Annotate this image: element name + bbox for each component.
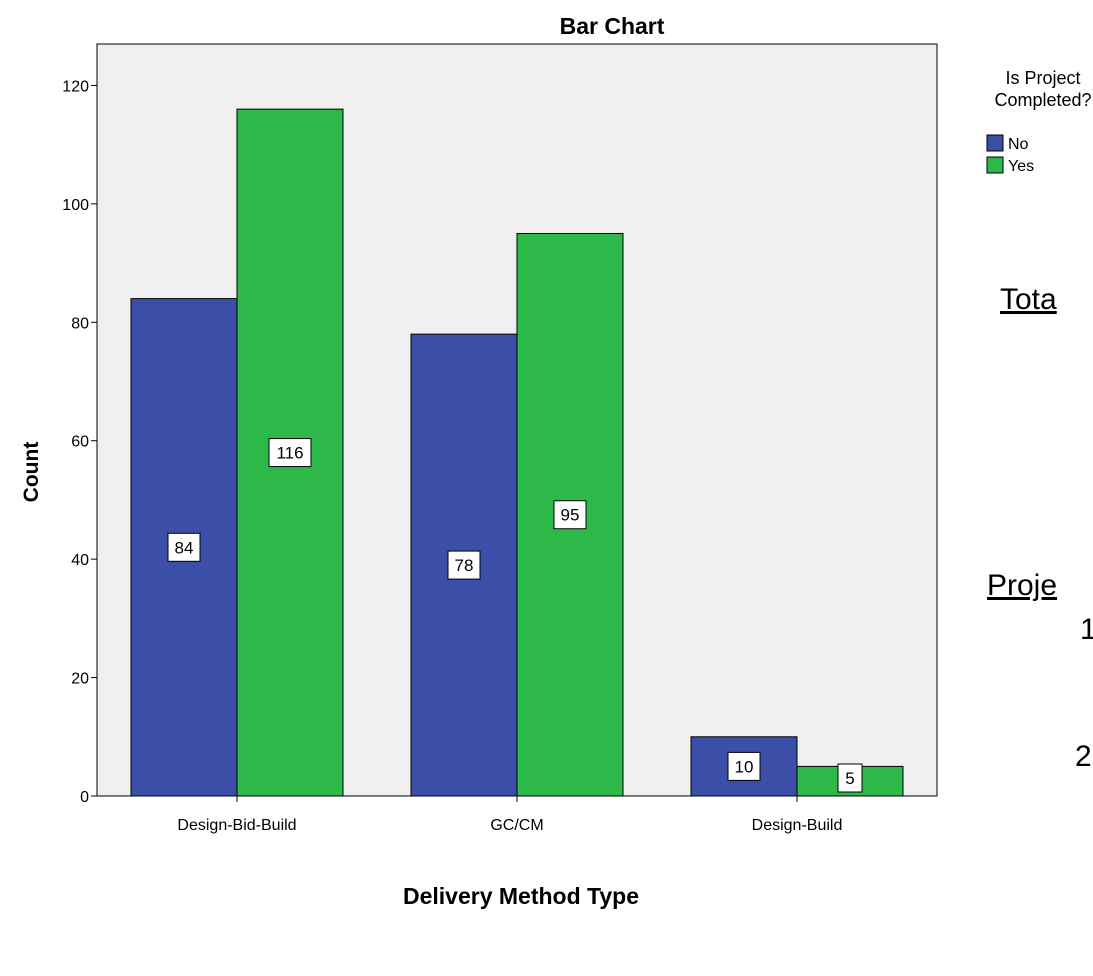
- legend-title-line1: Is Project: [1005, 68, 1080, 88]
- data-label-box-yes-1: [553, 500, 587, 530]
- data-label-yes-1: 95: [561, 506, 580, 525]
- data-label-yes-2: 5: [845, 769, 854, 788]
- data-label-box-yes-2: [837, 763, 863, 793]
- side-text-total: Tota: [1000, 283, 1057, 316]
- data-label-box-no-1: [447, 550, 481, 580]
- legend-swatch-yes: [986, 156, 1004, 174]
- data-label-no-2: 10: [735, 757, 754, 776]
- data-labels-group: 84 116 78 95 10 5: [167, 438, 863, 793]
- data-label-box-yes-0: [268, 438, 312, 468]
- bars-group: [130, 108, 904, 797]
- legend-swatch-no: [986, 134, 1004, 152]
- y-tick-label-20: 20: [71, 671, 89, 688]
- y-tick-label-100: 100: [62, 197, 89, 214]
- y-tick-label-60: 60: [71, 434, 89, 451]
- legend: Is Project Completed? No Yes: [986, 68, 1092, 175]
- data-label-box-no-2: [727, 751, 761, 781]
- x-tick-label-2: Design-Build: [752, 817, 843, 834]
- y-axis: 0 20 40 60 80 100 120: [62, 78, 97, 806]
- x-tick-label-0: Design-Bid-Build: [177, 817, 296, 834]
- legend-title-line2: Completed?: [994, 90, 1091, 110]
- y-tick-label-80: 80: [71, 315, 89, 332]
- side-text-item-2: 2: [1075, 740, 1092, 773]
- x-tick-label-1: GC/CM: [490, 817, 543, 834]
- legend-items: No Yes: [986, 134, 1034, 175]
- chart-title: Bar Chart: [560, 13, 665, 39]
- y-axis-label: Count: [20, 442, 43, 503]
- legend-label-yes: Yes: [1008, 158, 1034, 175]
- side-text-project: Proje: [987, 569, 1058, 602]
- y-tick-label-0: 0: [80, 789, 89, 806]
- legend-label-no: No: [1008, 136, 1029, 153]
- x-axis: Design-Bid-Build GC/CM Design-Build: [177, 796, 842, 834]
- data-label-box-no-0: [167, 532, 201, 562]
- data-label-yes-0: 116: [276, 444, 303, 463]
- y-tick-label-40: 40: [71, 552, 89, 569]
- data-label-no-1: 78: [455, 556, 474, 575]
- side-text-item-1: 1: [1080, 613, 1093, 646]
- x-axis-label: Delivery Method Type: [403, 883, 639, 909]
- data-label-no-0: 84: [175, 538, 194, 557]
- y-tick-label-120: 120: [62, 78, 89, 95]
